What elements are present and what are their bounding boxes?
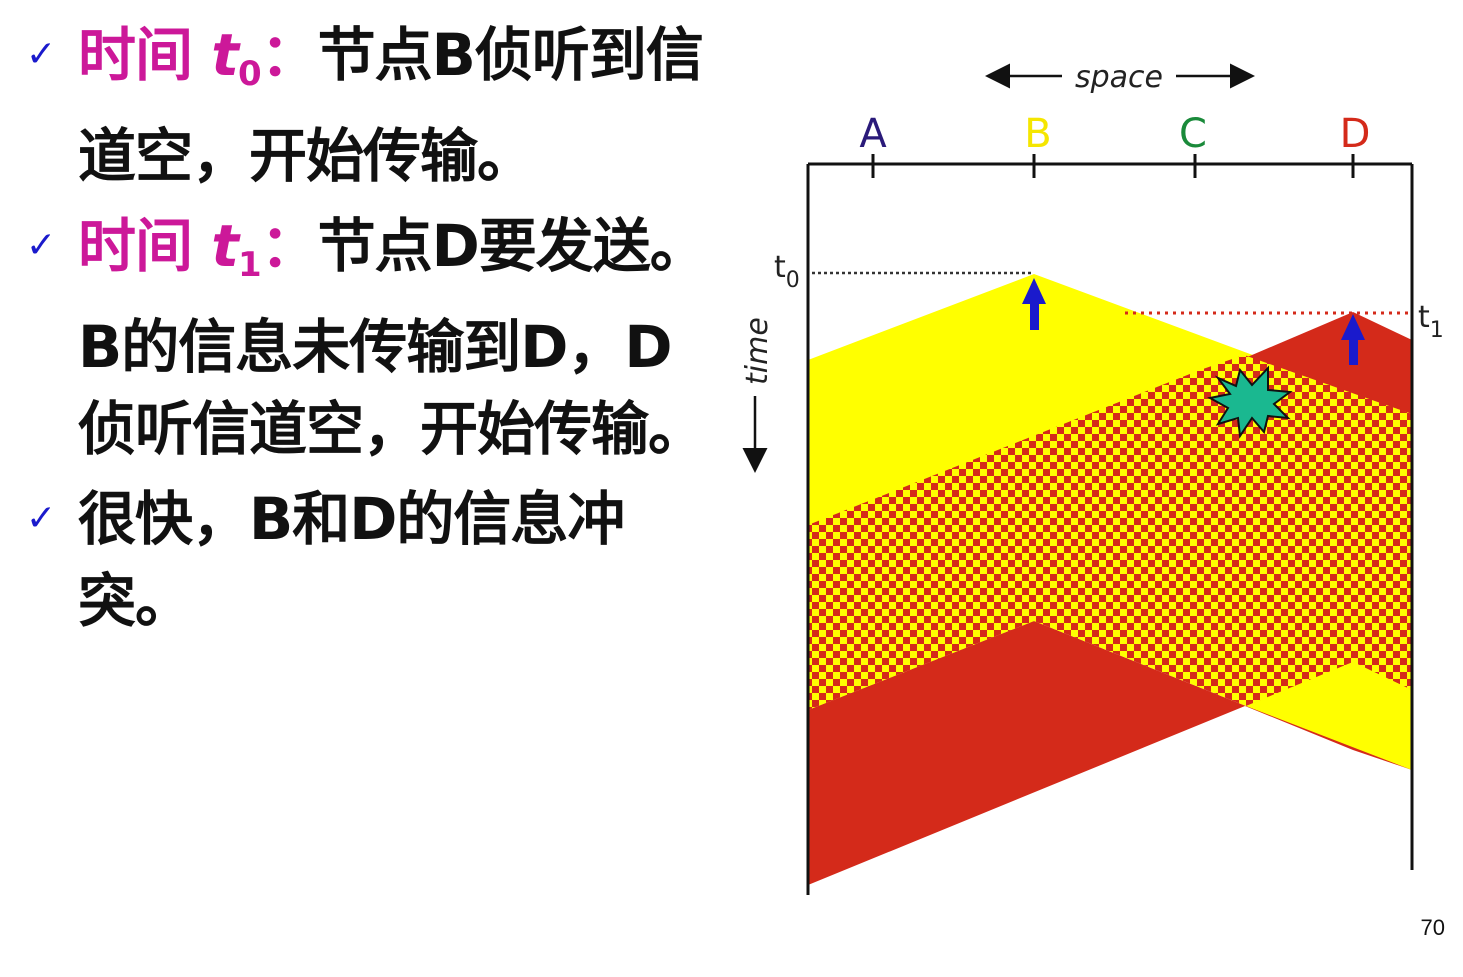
check-icon: ✓ (26, 34, 57, 75)
node-label-a: A (859, 111, 887, 157)
time-variable: t1 (211, 212, 261, 285)
t0-label: t0 (774, 250, 800, 293)
check-icon: ✓ (26, 225, 57, 266)
bullet-t1: ✓ 时间 t1：节点D要发送。 B的信息未传输到D，D 侦听信道空，开始传输。 (26, 205, 726, 470)
node-label-b: B (1024, 111, 1051, 157)
bullet-line: 节点B侦听到信 (317, 21, 704, 89)
bullet-line: 很快，B和D的信息冲 (78, 485, 625, 553)
colon: ： (260, 21, 319, 89)
collision-burst-icon (1207, 365, 1293, 439)
page-number: 70 (1420, 915, 1445, 940)
space-label: space (1075, 60, 1163, 95)
time-label-vertical: time (740, 317, 775, 385)
bullet-list: ✓ 时间 t0：节点B侦听到信 道空，开始传输。 ✓ 时间 t1：节点D要发送。… (26, 14, 726, 650)
red-signal-d-top (1245, 312, 1412, 414)
yellow-tail (1246, 662, 1412, 770)
check-icon: ✓ (26, 498, 57, 539)
red-signal-d (808, 621, 1412, 885)
t1-label: t1 (1418, 300, 1444, 343)
bullet-line: B的信息未传输到D，D (78, 313, 672, 381)
time-label: 时间 (78, 21, 193, 89)
b-transmit-arrow-icon (1022, 278, 1046, 330)
collision-region (808, 355, 1412, 710)
bullet-collision: ✓ 很快，B和D的信息冲 突。 (26, 478, 726, 642)
time-variable: t0 (211, 21, 261, 94)
node-label-d: D (1340, 111, 1371, 157)
colon: ： (260, 212, 319, 280)
d-transmit-arrow-icon (1341, 314, 1365, 365)
bullet-line: 突。 (78, 567, 193, 635)
bullet-t0: ✓ 时间 t0：节点B侦听到信 道空，开始传输。 (26, 14, 726, 197)
bullet-line: 节点D要发送。 (317, 212, 708, 280)
bullet-line: 侦听信道空，开始传输。 (78, 395, 706, 463)
node-label-c: C (1179, 111, 1207, 157)
time-label: 时间 (78, 212, 193, 280)
bullet-line: 道空，开始传输。 (78, 122, 535, 190)
